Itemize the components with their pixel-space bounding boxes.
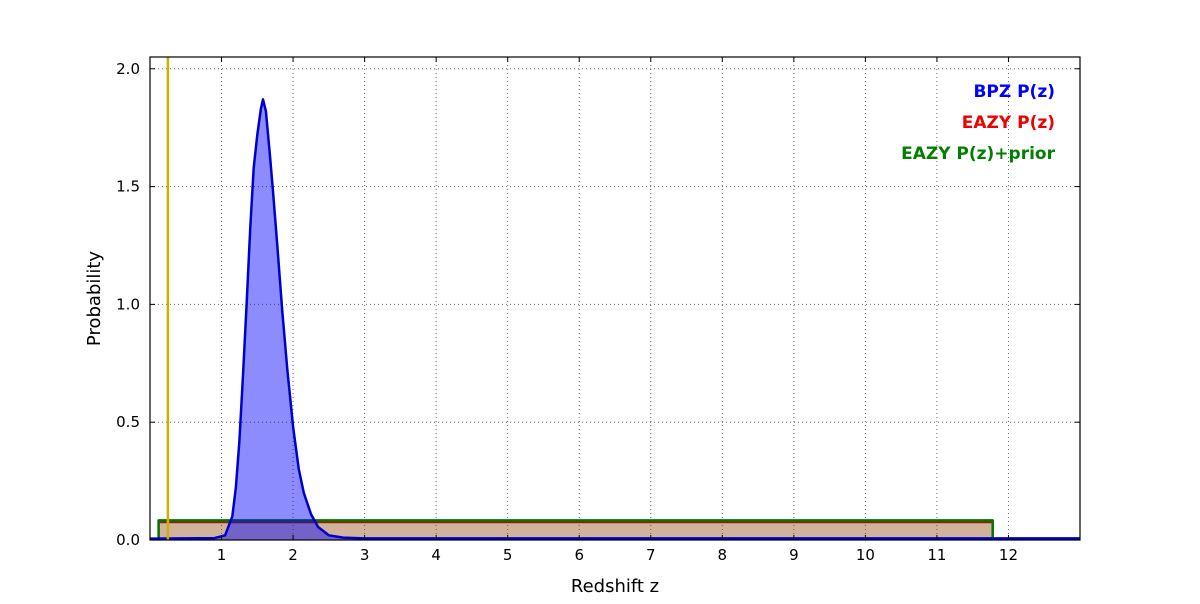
x-tick-label: 12 xyxy=(999,546,1018,564)
plot-frame xyxy=(149,56,1081,541)
x-tick-label: 9 xyxy=(789,546,799,564)
x-tick-label: 3 xyxy=(360,546,370,564)
x-tick-label: 11 xyxy=(927,546,946,564)
x-tick-label: 5 xyxy=(503,546,513,564)
series-line-eazy-p-z-prior xyxy=(157,519,994,540)
y-tick-label: 1.5 xyxy=(116,178,140,196)
gridlines xyxy=(150,57,1080,540)
y-tick-label: 0.5 xyxy=(116,413,140,431)
x-tick-label: 7 xyxy=(646,546,656,564)
series-fill-eazy-p-z xyxy=(158,522,993,540)
x-tick-label: 4 xyxy=(431,546,441,564)
y-axis-label: Probability xyxy=(84,251,105,346)
y-tick-label: 1.0 xyxy=(116,295,140,313)
y-tick-label: 0.0 xyxy=(116,531,140,549)
legend-entry-eazy-p-z: EAZY P(z) xyxy=(962,113,1055,133)
x-tick-label: 6 xyxy=(574,546,584,564)
legend-entry-bpz-p-z: BPZ P(z) xyxy=(973,82,1055,102)
legend-entry-eazy-p-z-prior: EAZY P(z)+prior xyxy=(901,144,1056,164)
series-line-bpz-p-z xyxy=(149,98,1080,540)
y-tick-label: 2.0 xyxy=(116,60,140,78)
x-tick-label: 10 xyxy=(856,546,875,564)
tick-marks xyxy=(150,57,1080,541)
x-tick-label: 1 xyxy=(217,546,227,564)
x-tick-label: 2 xyxy=(288,546,298,564)
series-fill-bpz-p-z xyxy=(150,99,1080,541)
x-axis-label: Redshift z xyxy=(571,576,659,597)
series-fill-eazy-p-z-prior xyxy=(158,520,993,540)
legend: BPZ P(z) EAZY P(z) EAZY P(z)+prior xyxy=(901,82,1056,164)
x-tick-label: 8 xyxy=(718,546,728,564)
